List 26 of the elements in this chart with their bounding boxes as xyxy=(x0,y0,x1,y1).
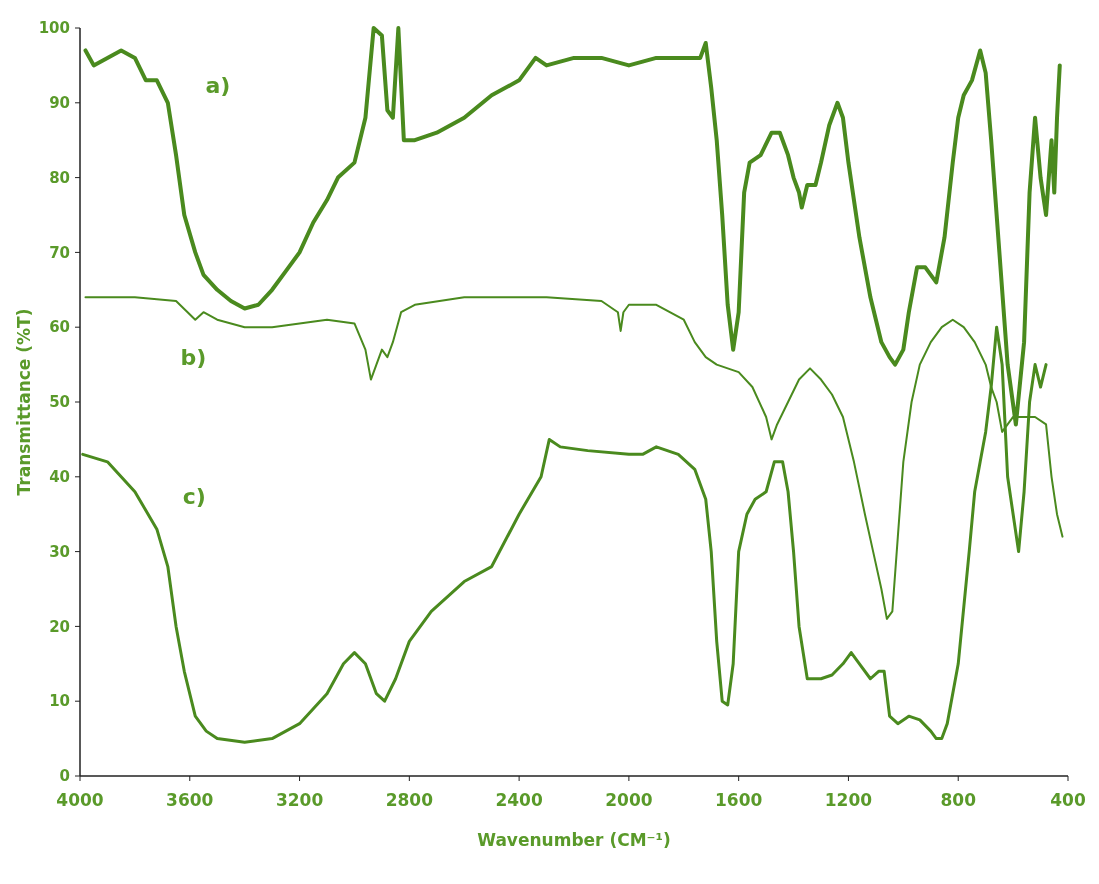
x-tick-label: 1600 xyxy=(715,790,763,810)
y-tick-label: 10 xyxy=(49,692,70,711)
annotation: b) xyxy=(180,344,207,370)
y-tick-label: 50 xyxy=(49,393,70,412)
annotation: c) xyxy=(182,484,206,510)
x-tick-label: 4000 xyxy=(56,790,104,810)
y-tick-label: 70 xyxy=(49,243,70,262)
y-tick-label: 60 xyxy=(49,318,70,337)
y-axis-title: Transmittance (%T) xyxy=(14,308,34,496)
y-tick-label: 40 xyxy=(49,468,70,487)
y-tick-label: 100 xyxy=(38,19,70,38)
annotation: a) xyxy=(205,73,231,99)
y-tick-label: 0 xyxy=(59,767,70,786)
x-tick-label: 800 xyxy=(940,790,977,810)
x-tick-label: 2000 xyxy=(605,790,653,810)
x-tick-label: 400 xyxy=(1050,790,1086,810)
x-tick-label: 3200 xyxy=(275,790,324,810)
y-tick-label: 90 xyxy=(49,94,70,113)
y-tick-label: 80 xyxy=(49,168,70,187)
x-tick-label: 3600 xyxy=(166,790,214,810)
x-tick-label: 2400 xyxy=(495,790,543,810)
x-tick-label: 2800 xyxy=(385,790,434,810)
y-tick-label: 30 xyxy=(49,542,70,561)
x-tick-label: 1200 xyxy=(824,790,873,810)
y-tick-label: 20 xyxy=(49,617,70,636)
x-axis-title: Wavenumber (CM⁻¹) xyxy=(477,830,671,850)
